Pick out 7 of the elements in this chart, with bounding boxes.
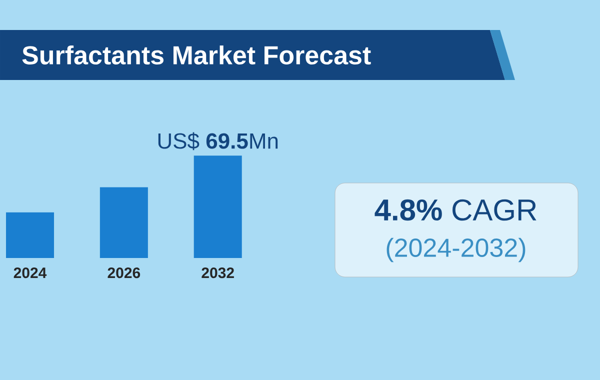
data-label: US$ 69.5Mn	[158, 132, 278, 150]
text: 4.8% CAGR	[374, 199, 536, 221]
x-tick-label: 2032	[202, 268, 234, 278]
chart-title: Surfactants Market Forecast	[22, 45, 371, 65]
x-tick-label: 2026	[108, 268, 140, 278]
text: (2024-2032)	[386, 238, 526, 262]
x-tick-label: 2024	[14, 268, 47, 278]
